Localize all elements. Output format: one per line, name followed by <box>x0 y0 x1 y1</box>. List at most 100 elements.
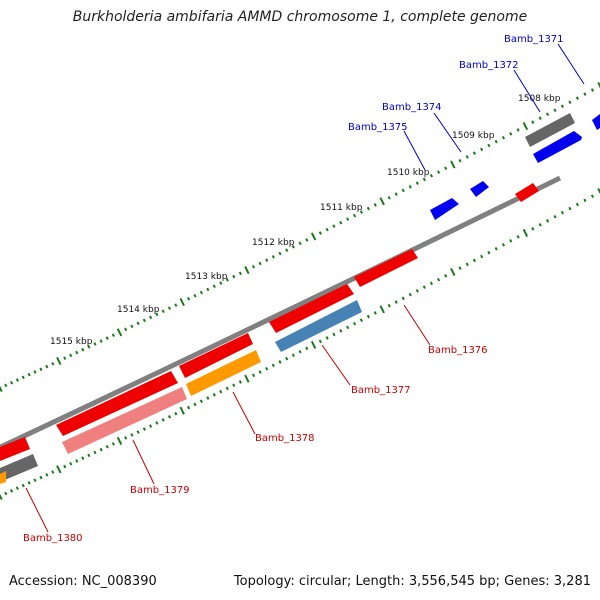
tick-mark <box>45 364 49 369</box>
tick-mark <box>408 185 412 189</box>
tick-mark <box>93 450 97 455</box>
tick-mark <box>271 255 275 259</box>
tick-mark <box>149 424 153 428</box>
accession-text: Accession: NC_008390 <box>9 574 157 589</box>
gene-bamb-1379-pink[interactable] <box>62 387 187 454</box>
gene-bamb-1380-red[interactable] <box>0 437 30 461</box>
tick-mark <box>187 405 191 410</box>
tick-mark <box>193 293 197 298</box>
gene-bamb-1374[interactable] <box>470 181 489 197</box>
leader-line <box>403 304 431 346</box>
tick-mark <box>387 303 391 308</box>
scale-labels: 1508 kbp 1509 kbp 1510 kbp 1511 kbp 1512… <box>50 94 561 347</box>
tick-mark <box>305 346 309 351</box>
leader-line <box>557 43 585 85</box>
tick-mark <box>15 486 19 490</box>
tick-mark <box>21 375 25 380</box>
tick-mark <box>487 143 491 148</box>
scale-label: 1508 kbp <box>518 94 561 104</box>
tick-mark <box>590 88 595 92</box>
gene-bamb-1377-blue[interactable] <box>275 300 362 352</box>
tick-mark <box>149 315 153 320</box>
gene-small-red[interactable] <box>515 183 539 202</box>
tick-mark <box>56 356 62 366</box>
leader-line <box>25 487 49 533</box>
tick-mark <box>546 112 550 117</box>
scale-label: 1514 kbp <box>117 305 160 315</box>
tick-mark <box>310 232 317 241</box>
tick-mark <box>538 116 542 120</box>
tick-mark <box>590 194 595 198</box>
gene-label: Bamb_1375 <box>348 122 408 133</box>
tick-mark <box>258 261 262 266</box>
tick-mark <box>225 278 229 282</box>
tick-mark <box>278 360 282 364</box>
gene-partial-orange[interactable] <box>0 471 6 484</box>
tick-mark <box>332 332 336 337</box>
tick-mark <box>111 333 115 338</box>
tick-mark <box>238 271 242 276</box>
tick-mark <box>583 92 587 96</box>
tick-mark <box>0 385 3 393</box>
tick-mark <box>142 318 146 323</box>
tick-mark <box>401 296 405 301</box>
gene-bamb-1372[interactable] <box>533 131 582 163</box>
forward-genes <box>0 113 600 461</box>
tick-mark <box>366 206 370 211</box>
tick-mark <box>130 433 134 437</box>
tick-mark <box>258 370 262 374</box>
tick-mark <box>75 459 79 463</box>
tick-mark <box>465 155 469 159</box>
tick-mark <box>238 380 242 384</box>
tick-mark <box>142 427 146 431</box>
tick-mark <box>531 227 535 231</box>
tick-mark <box>531 120 535 124</box>
tick-mark <box>318 231 322 235</box>
tick-mark <box>359 318 363 322</box>
genome-summary-text: Topology: circular; Length: 3,556,545 bp… <box>233 574 591 589</box>
tick-mark <box>359 210 363 214</box>
gene-bamb-1376[interactable] <box>354 249 418 287</box>
tick-mark <box>278 251 282 256</box>
tick-mark <box>105 444 109 449</box>
gene-bamb-1377-red[interactable] <box>269 284 354 333</box>
tick-mark <box>167 415 172 419</box>
tick-mark <box>4 383 8 388</box>
gene-bamb-1378-red[interactable] <box>179 333 253 378</box>
tick-mark <box>373 203 377 207</box>
tick-mark <box>480 147 484 152</box>
tick-mark <box>285 248 289 252</box>
tick-mark <box>136 430 140 434</box>
leader-line <box>132 439 155 485</box>
tick-mark <box>174 303 178 307</box>
tick-mark <box>394 192 398 196</box>
gene-bamb-1378-orange[interactable] <box>186 350 261 396</box>
gene-bamb-1380-gray[interactable] <box>0 454 38 482</box>
tick-mark <box>429 281 434 286</box>
tick-mark <box>105 336 109 340</box>
gene-bamb-1375[interactable] <box>430 198 459 220</box>
leader-line <box>232 391 256 435</box>
tick-mark <box>597 81 600 89</box>
gene-bamb-1379-red[interactable] <box>56 371 178 436</box>
tick-mark <box>346 217 350 221</box>
outer-tick-ring <box>0 81 600 393</box>
gene-bamb-1371[interactable] <box>525 113 575 147</box>
tick-mark <box>472 258 476 263</box>
tick-mark <box>27 372 31 377</box>
tick-mark <box>450 160 456 169</box>
tick-mark <box>379 197 385 206</box>
tick-mark <box>366 314 370 319</box>
gene-partial-right[interactable] <box>592 114 600 130</box>
tick-mark <box>99 447 103 452</box>
gene-label: Bamb_1377 <box>351 385 411 396</box>
scale-label: 1512 kbp <box>252 238 295 248</box>
tick-mark <box>450 267 456 277</box>
tick-mark <box>318 339 322 344</box>
leader-line <box>321 344 351 386</box>
tick-mark <box>33 478 37 483</box>
tick-mark <box>265 258 269 262</box>
tick-mark <box>174 411 178 416</box>
tick-mark <box>39 367 43 372</box>
tick-mark <box>155 421 159 425</box>
